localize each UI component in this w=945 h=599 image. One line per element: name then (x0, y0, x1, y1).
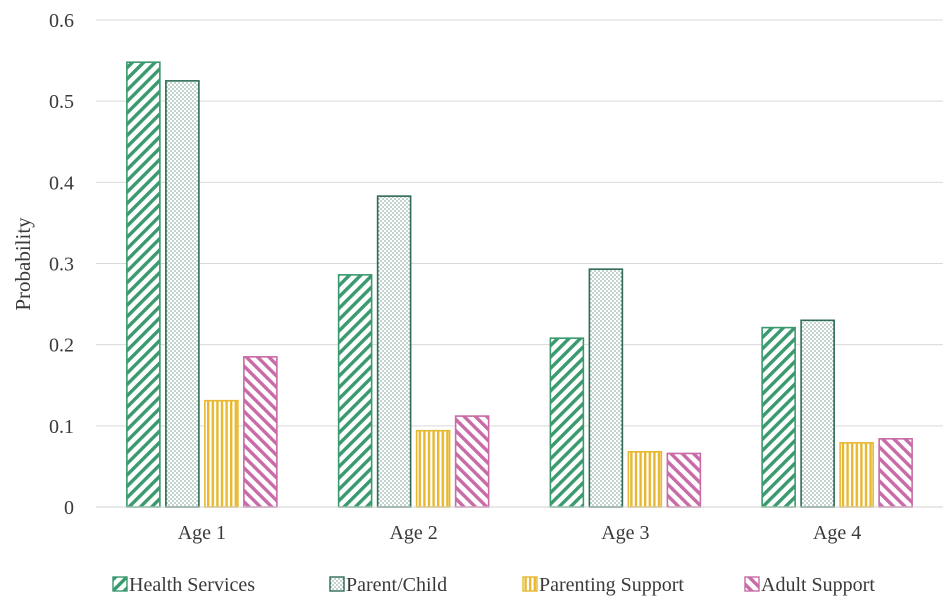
legend-swatch (329, 576, 345, 592)
legend-label: Adult Support (761, 574, 875, 596)
x-tick-label: Age 2 (389, 522, 437, 544)
y-tick-label: 0.1 (49, 416, 74, 438)
bar (243, 356, 278, 508)
x-tick-label: Age 1 (178, 522, 226, 544)
bar (588, 268, 624, 508)
bar (761, 326, 796, 508)
bar (839, 442, 874, 508)
y-tick-label: 0.3 (49, 254, 74, 276)
y-axis-ticks: 0 0.1 0.2 0.3 0.4 0.5 0.6 (49, 10, 74, 519)
legend: Health Services Parent/Child Parenting Sup… (112, 574, 875, 596)
bar (337, 274, 373, 508)
legend-swatch (744, 576, 760, 592)
y-tick-label: 0.5 (49, 91, 74, 113)
y-tick-label: 0.4 (49, 172, 74, 194)
legend-swatch (522, 576, 538, 592)
bar (376, 195, 412, 508)
bar (549, 337, 585, 508)
bar (666, 452, 702, 508)
bar (878, 438, 913, 508)
bar (204, 399, 239, 508)
legend-swatch (112, 576, 128, 592)
legend-label: Health Services (129, 574, 255, 596)
y-tick-label: 0.2 (49, 335, 74, 357)
bar (627, 451, 663, 508)
bar (126, 61, 161, 508)
bar (454, 415, 490, 508)
x-axis-ticks: Age 1 Age 2 Age 3 Age 4 (178, 522, 862, 544)
y-tick-label: 0.6 (49, 10, 74, 32)
bar (415, 429, 451, 508)
legend-label: Parent/Child (346, 574, 447, 596)
bars (126, 61, 913, 508)
legend-label: Parenting Support (539, 574, 684, 596)
y-axis-label: Probability (11, 217, 35, 311)
y-tick-label: 0 (64, 497, 74, 519)
x-tick-label: Age 4 (813, 522, 861, 544)
bar (165, 80, 200, 508)
x-tick-label: Age 3 (601, 522, 649, 544)
bar (800, 319, 835, 508)
